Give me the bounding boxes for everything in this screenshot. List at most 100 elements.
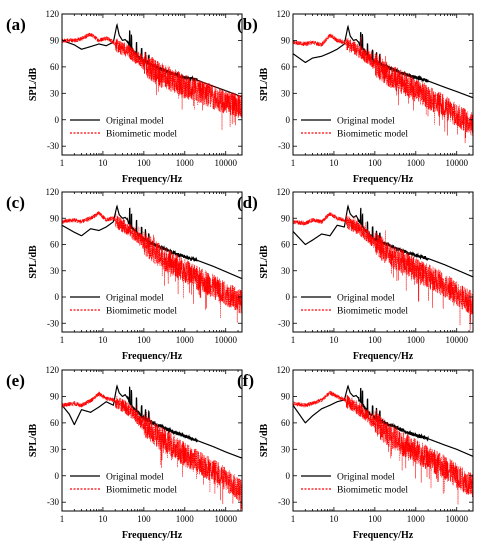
y-axis-label: SPL/dB — [259, 245, 270, 279]
plot-area — [293, 384, 473, 505]
plot-frame — [61, 191, 243, 333]
y-tick-label: -30 — [47, 318, 59, 328]
y-tick-label: 0 — [286, 115, 291, 125]
y-tick-label: -30 — [278, 497, 290, 507]
x-tick-label: 10 — [329, 335, 339, 345]
x-tick-label: 10 — [98, 514, 108, 524]
y-tick-label: 30 — [50, 444, 60, 454]
y-tick-label: 30 — [50, 266, 60, 276]
legend-label-original: Original model — [337, 117, 395, 127]
panel-1: 1 10 100 1000 10000 -30 0 30 60 90 120 Frequency/Hz… — [6, 9, 243, 185]
x-tick-label: 1000 — [176, 335, 195, 345]
legend-label-original: Original model — [106, 117, 164, 127]
y-tick-label: 120 — [46, 9, 60, 19]
y-tick-label: 90 — [50, 213, 60, 223]
series-biomimetic-line — [62, 211, 242, 323]
y-tick-label: -30 — [47, 141, 59, 151]
y-tick-label: 0 — [286, 471, 291, 481]
x-tick-label: 100 — [137, 335, 151, 345]
y-tick-label: 30 — [281, 266, 291, 276]
x-tick-label: 10000 — [214, 158, 237, 168]
panel-2: 1 10 100 1000 10000 -30 0 30 60 90 120 Frequency/Hz… — [237, 9, 474, 185]
legend-label-original: Original model — [106, 294, 164, 304]
series-biomimetic-line — [62, 32, 242, 131]
y-tick-label: 120 — [277, 187, 291, 197]
y-tick-label: 120 — [46, 187, 60, 197]
y-tick-label: 60 — [50, 418, 60, 428]
series-biomimetic-line — [293, 390, 473, 505]
y-tick-label: 0 — [55, 471, 60, 481]
plot-frame — [292, 369, 474, 512]
legend-label-biomimetic: Biomimetic model — [337, 130, 408, 140]
y-tick-label: 60 — [281, 240, 291, 250]
x-tick-label: 1 — [60, 514, 65, 524]
series-original-line — [293, 384, 473, 457]
y-tick-label: -30 — [278, 318, 290, 328]
y-tick-label: -30 — [278, 141, 290, 151]
plot-frame — [292, 191, 474, 333]
legend: Original model Biomimetic model — [301, 117, 408, 140]
series-biomimetic-line — [293, 212, 473, 331]
legend-label-biomimetic: Biomimetic model — [106, 130, 177, 140]
panel-4: 1 10 100 1000 10000 -30 0 30 60 90 120 Frequency/Hz… — [237, 187, 474, 362]
panel-label: (c) — [6, 193, 25, 212]
x-tick-label: 10 — [329, 514, 339, 524]
x-tick-label: 1000 — [407, 335, 426, 345]
x-axis-label: Frequency/Hz — [353, 351, 414, 362]
plot-frame — [61, 13, 243, 156]
y-tick-label: 30 — [50, 88, 60, 98]
series-biomimetic-line — [62, 390, 242, 511]
y-tick-label: 0 — [55, 292, 60, 302]
series-original-line — [62, 204, 242, 280]
plot-area — [62, 204, 242, 323]
y-tick-label: 0 — [286, 292, 291, 302]
x-tick-label: 1 — [60, 158, 65, 168]
x-tick-label: 1 — [60, 335, 65, 345]
y-tick-label: 30 — [281, 88, 291, 98]
x-tick-label: 10000 — [445, 335, 468, 345]
x-axis-label: Frequency/Hz — [122, 351, 183, 362]
x-tick-label: 10 — [329, 158, 339, 168]
legend-label-original: Original model — [337, 294, 395, 304]
panel-3: 1 10 100 1000 10000 -30 0 30 60 90 120 Frequency/Hz… — [6, 187, 243, 362]
legend-label-original: Original model — [106, 473, 164, 483]
y-tick-label: 90 — [281, 391, 291, 401]
panel-label: (a) — [6, 15, 26, 34]
plot-frame — [61, 369, 243, 512]
x-tick-label: 100 — [368, 158, 382, 168]
y-tick-label: 120 — [277, 365, 291, 375]
panel-6: 1 10 100 1000 10000 -30 0 30 60 90 120 Frequency/Hz… — [237, 365, 474, 541]
y-tick-label: 90 — [50, 391, 60, 401]
legend-label-biomimetic: Biomimetic model — [337, 307, 408, 317]
x-tick-label: 10000 — [214, 335, 237, 345]
y-axis-label: SPL/dB — [259, 424, 270, 458]
panel-label: (f) — [237, 371, 254, 390]
y-tick-label: 60 — [281, 62, 291, 72]
panel-label: (b) — [237, 15, 258, 34]
series-biomimetic-line — [293, 33, 473, 144]
y-tick-label: 0 — [55, 115, 60, 125]
x-tick-label: 1000 — [407, 158, 426, 168]
panel-label: (e) — [6, 371, 25, 390]
x-tick-label: 1 — [291, 514, 296, 524]
x-tick-label: 10 — [98, 335, 108, 345]
x-tick-label: 1000 — [176, 514, 195, 524]
panel-5: 1 10 100 1000 10000 -30 0 30 60 90 120 Frequency/Hz… — [6, 365, 243, 541]
x-tick-label: 1 — [291, 158, 296, 168]
plot-area — [62, 384, 242, 511]
x-tick-label: 10 — [98, 158, 108, 168]
x-tick-label: 1000 — [407, 514, 426, 524]
x-tick-label: 100 — [368, 335, 382, 345]
x-tick-label: 10000 — [445, 158, 468, 168]
x-tick-label: 100 — [137, 514, 151, 524]
y-axis-label: SPL/dB — [259, 68, 270, 102]
y-axis-label: SPL/dB — [28, 424, 39, 458]
y-tick-label: 60 — [50, 240, 60, 250]
y-tick-label: 60 — [281, 418, 291, 428]
x-tick-label: 100 — [368, 514, 382, 524]
legend: Original model Biomimetic model — [70, 473, 177, 496]
y-tick-label: 60 — [50, 62, 60, 72]
legend-label-original: Original model — [337, 473, 395, 483]
y-tick-label: 90 — [281, 35, 291, 45]
x-axis-label: Frequency/Hz — [122, 174, 183, 185]
